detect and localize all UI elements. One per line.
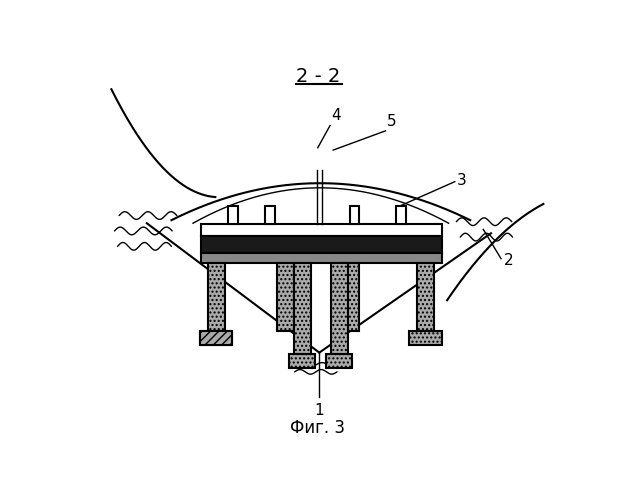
Polygon shape: [409, 331, 441, 345]
Polygon shape: [396, 206, 405, 224]
Polygon shape: [201, 252, 443, 264]
Polygon shape: [342, 264, 358, 331]
Polygon shape: [201, 236, 443, 252]
Text: 2: 2: [504, 252, 514, 268]
Polygon shape: [200, 331, 232, 345]
Text: 3: 3: [456, 174, 466, 188]
Text: 5: 5: [387, 114, 397, 130]
Text: 2 - 2: 2 - 2: [296, 68, 340, 86]
Polygon shape: [200, 331, 232, 345]
Polygon shape: [331, 264, 348, 354]
Polygon shape: [290, 354, 316, 368]
Polygon shape: [201, 224, 443, 235]
Polygon shape: [228, 206, 237, 224]
Polygon shape: [208, 264, 224, 331]
Polygon shape: [417, 264, 434, 331]
Polygon shape: [265, 206, 275, 224]
Polygon shape: [326, 354, 352, 368]
Text: 4: 4: [332, 108, 341, 123]
Polygon shape: [277, 264, 294, 331]
Text: Фиг. 3: Фиг. 3: [290, 419, 345, 437]
Text: 1: 1: [314, 402, 324, 417]
Polygon shape: [294, 264, 311, 354]
Polygon shape: [350, 206, 360, 224]
